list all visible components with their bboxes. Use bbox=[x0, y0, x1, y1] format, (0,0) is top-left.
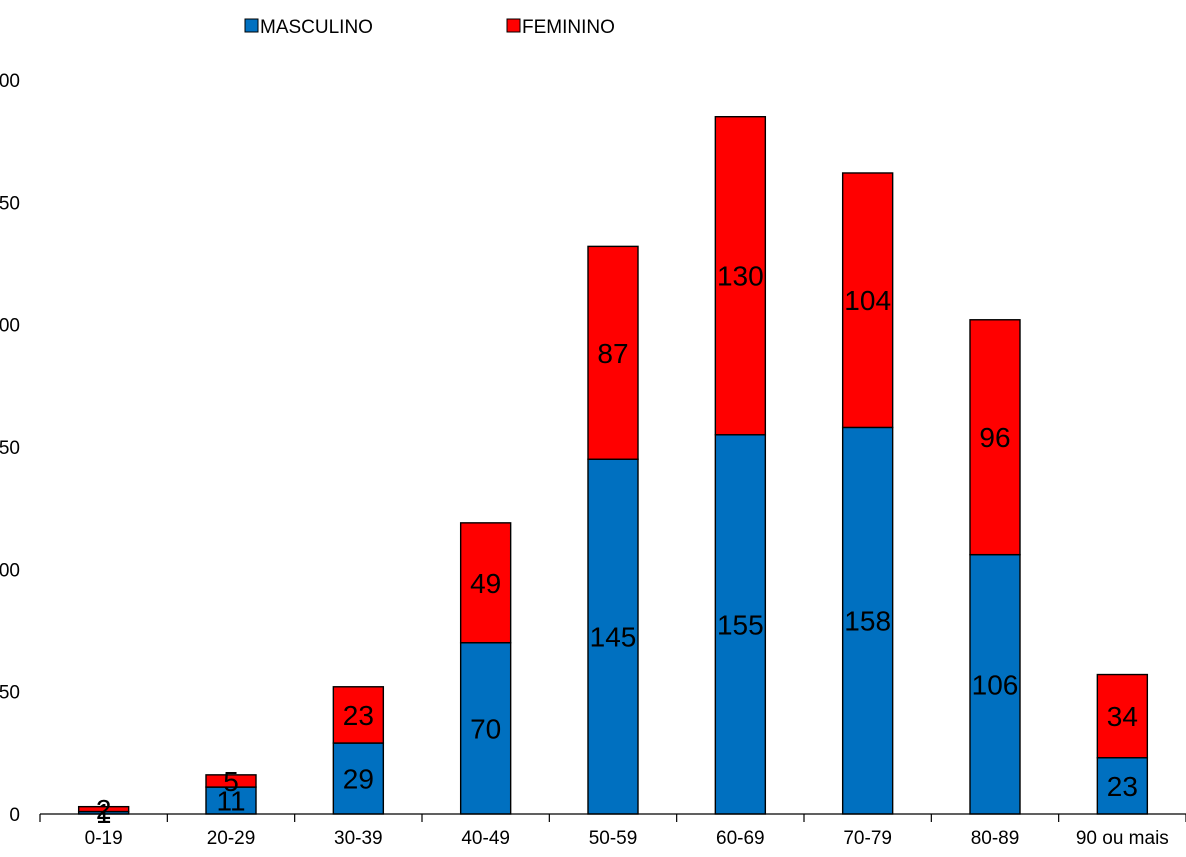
bar-feminino bbox=[841, 172, 894, 429]
bar-masculino bbox=[332, 742, 385, 815]
data-label: 70 bbox=[470, 713, 501, 744]
data-label: 96 bbox=[979, 422, 1010, 453]
bar-masculino bbox=[841, 426, 894, 815]
legend: MASCULINO FEMININO bbox=[244, 17, 615, 38]
data-label: 155 bbox=[717, 609, 764, 640]
y-tick-label: 50 bbox=[0, 683, 20, 704]
x-tick-label: 50-59 bbox=[589, 828, 638, 849]
bar-feminino bbox=[714, 115, 767, 436]
data-label: 158 bbox=[844, 606, 891, 637]
legend-label: FEMININO bbox=[522, 17, 615, 38]
bar-feminino bbox=[459, 522, 512, 644]
bars: 12 115 29 23 70 49 145 87 155 130 158 104 106 96 23 34 bbox=[77, 115, 1149, 829]
bar-feminino bbox=[77, 805, 130, 813]
data-label: 106 bbox=[972, 669, 1019, 700]
data-label: 130 bbox=[717, 261, 764, 292]
y-tick-label: 200 bbox=[0, 316, 20, 337]
bar-masculino bbox=[459, 642, 512, 815]
y-tick-label: 100 bbox=[0, 560, 20, 581]
bar-masculino bbox=[205, 786, 257, 815]
data-label: 145 bbox=[590, 622, 637, 653]
x-tick-label: 20-29 bbox=[207, 828, 256, 849]
data-label: 29 bbox=[343, 764, 374, 795]
y-tick-label: 0 bbox=[9, 805, 20, 826]
legend-swatch bbox=[506, 18, 521, 33]
bar-feminino bbox=[205, 774, 257, 788]
y-axis: 0 50 100 150 200 250 300 bbox=[0, 71, 20, 826]
x-tick-label: 30-39 bbox=[334, 828, 383, 849]
x-tick-label: 40-49 bbox=[461, 828, 510, 849]
data-label: 11 bbox=[216, 786, 245, 817]
x-tick-label: 70-79 bbox=[843, 828, 892, 849]
x-axis: 0-19 20-29 30-39 40-49 50-59 60-69 70-79 80-89 9… bbox=[39, 813, 1186, 849]
x-tick-label: 90 ou mais bbox=[1076, 828, 1169, 849]
bar-masculino bbox=[969, 553, 1021, 815]
data-label: 23 bbox=[343, 700, 374, 731]
data-label: 23 bbox=[1107, 771, 1138, 802]
y-tick-label: 250 bbox=[0, 193, 20, 214]
data-label: 87 bbox=[597, 338, 628, 369]
legend-label: MASCULINO bbox=[260, 17, 373, 38]
data-label: 34 bbox=[1107, 701, 1138, 732]
data-label: 2 bbox=[96, 794, 112, 825]
y-tick-label: 150 bbox=[0, 438, 20, 459]
bar-feminino bbox=[587, 245, 639, 460]
data-label: 104 bbox=[844, 285, 891, 316]
bar-feminino bbox=[969, 319, 1021, 556]
data-label: 1 bbox=[96, 798, 112, 829]
bar-feminino bbox=[1096, 673, 1149, 759]
bar-feminino bbox=[332, 686, 385, 744]
x-tick-label: 60-69 bbox=[716, 828, 765, 849]
x-tick-label: 80-89 bbox=[971, 828, 1020, 849]
x-tick-label: 0-19 bbox=[85, 828, 123, 849]
legend-swatch bbox=[244, 18, 259, 33]
data-label: 49 bbox=[470, 568, 501, 599]
bar-masculino bbox=[714, 434, 767, 815]
y-tick-label: 300 bbox=[0, 71, 20, 92]
data-label: 5 bbox=[223, 766, 239, 797]
